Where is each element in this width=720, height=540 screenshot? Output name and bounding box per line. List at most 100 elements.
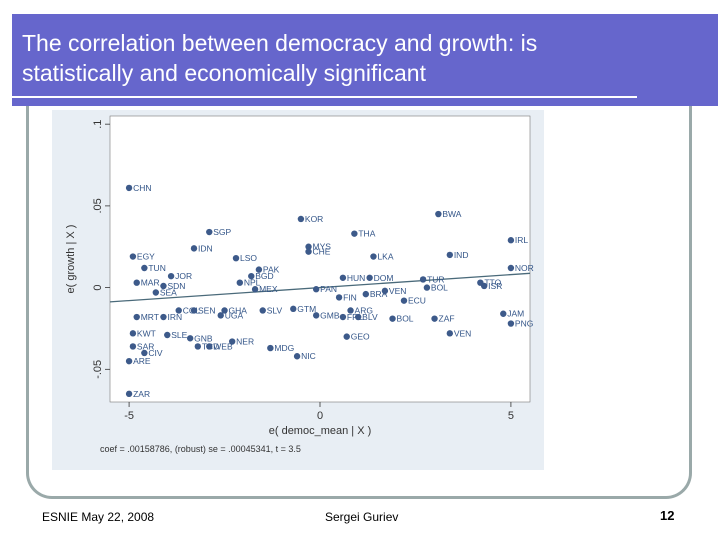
point-jam <box>500 310 507 317</box>
point-label-sar: SAR <box>137 341 154 351</box>
point-isr <box>480 282 488 290</box>
point-label-irn: IRN <box>167 312 182 322</box>
point-zar <box>125 390 133 398</box>
point-ven <box>446 330 454 337</box>
point-label-kor: KOR <box>305 214 323 224</box>
point-ind <box>446 251 454 259</box>
point-label-civ: CIV <box>148 348 163 358</box>
point-label-bol: BOL <box>431 283 448 293</box>
point-ecu <box>400 297 408 304</box>
point-ner <box>228 338 236 345</box>
point-bol2 <box>389 315 396 322</box>
point-label-tha: THA <box>358 229 375 239</box>
point-label-gmb: GMB <box>320 310 340 320</box>
point-gha <box>221 307 228 314</box>
point-label-jam: JAM <box>507 309 524 319</box>
point-label-dom: DOM <box>374 273 394 283</box>
point-sea <box>152 289 160 296</box>
point-label-isr: ISR <box>488 281 502 291</box>
point-label-zar: ZAR <box>133 389 150 399</box>
y-tick-label: 0 <box>92 285 104 291</box>
point-label-mar: MAR <box>141 278 160 288</box>
point-label-pak: PAK <box>263 265 280 275</box>
point-egy <box>129 253 137 260</box>
point-tur <box>419 276 427 283</box>
point-slv <box>259 307 266 314</box>
point-bwa <box>435 210 442 218</box>
point-label-gtm: GTM <box>297 304 316 314</box>
point-mdg <box>267 344 274 352</box>
point-label-gha: GHA <box>229 305 248 315</box>
point-sle <box>164 331 171 339</box>
point-chn <box>125 184 133 192</box>
slide-title: The correlation between democracy and gr… <box>22 28 537 88</box>
point-dom <box>366 274 373 281</box>
point-col <box>175 307 182 314</box>
point-web <box>206 343 213 350</box>
plot-axes: -.05 0 .05 .1 -5 0 5 <box>92 115 531 422</box>
point-bra <box>362 290 370 298</box>
point-label-ner: NER <box>236 337 254 347</box>
point-che <box>305 248 312 255</box>
fit-line <box>109 272 531 303</box>
point-label-ind: IND <box>454 250 469 260</box>
point-label-slv: SLV <box>267 305 283 315</box>
point-gtm <box>290 305 297 313</box>
point-label-sen: SEN <box>198 305 215 315</box>
point-label-bwa: BWA <box>442 209 461 219</box>
point-bol <box>423 284 431 291</box>
x-axis-label: e( democ_mean | X ) <box>269 425 372 437</box>
point-nor <box>507 264 515 272</box>
point-label-ven: VEN <box>454 328 471 338</box>
point-label-arg: ARG <box>355 305 373 315</box>
point-zaf <box>431 315 438 322</box>
point-gmb <box>312 312 320 319</box>
point-gnb <box>186 335 194 342</box>
point-idn <box>190 245 198 252</box>
point-label-ecu: ECU <box>408 296 426 306</box>
point-npl <box>236 279 244 286</box>
point-arg <box>347 307 354 314</box>
point-mys <box>305 243 312 250</box>
y-tick-label: .05 <box>92 198 104 213</box>
point-label-png: PNG <box>515 319 533 329</box>
point-label-sle: SLE <box>171 330 187 340</box>
point-label-kwt: KWT <box>137 328 156 338</box>
point-pan <box>312 286 320 293</box>
point-label-jor: JOR <box>175 271 192 281</box>
point-sgp <box>206 228 213 236</box>
y-axis-label: e( growth | X ) <box>65 225 77 294</box>
point-kor <box>297 215 305 223</box>
point-mrt <box>133 313 140 321</box>
x-tick-label: 0 <box>317 410 323 422</box>
point-lka <box>370 253 377 260</box>
point-civ <box>141 349 148 357</box>
point-label-nor: NOR <box>515 263 534 273</box>
header-divider <box>12 96 637 98</box>
point-label-lka: LKA <box>377 252 393 262</box>
point-mar <box>133 279 140 286</box>
point-label-bgd: BGD <box>255 271 273 281</box>
point-ven2 <box>381 287 389 295</box>
point-label-sdn: SDN <box>167 281 185 291</box>
point-label-gnb: GNB <box>194 333 213 343</box>
point-irl <box>507 237 515 244</box>
point-label-sea: SEA <box>160 288 177 298</box>
point-label-sgp: SGP <box>213 227 231 237</box>
point-label-ven2: VEN <box>389 286 406 296</box>
point-label-idn: IDN <box>198 243 213 253</box>
point-lso <box>232 254 240 262</box>
point-hun <box>339 274 347 281</box>
point-label-uga: UGA <box>225 310 244 320</box>
point-tha <box>351 230 358 237</box>
point-jor <box>167 272 175 280</box>
footer-date: ESNIE May 22, 2008 <box>42 510 155 524</box>
point-fin <box>335 294 343 301</box>
point-label-mys: MYS <box>313 242 332 252</box>
point-label-tur: TUR <box>427 274 444 284</box>
point-geo <box>343 333 350 340</box>
point-label-bol2: BOL <box>397 314 414 324</box>
point-irn <box>160 313 167 321</box>
